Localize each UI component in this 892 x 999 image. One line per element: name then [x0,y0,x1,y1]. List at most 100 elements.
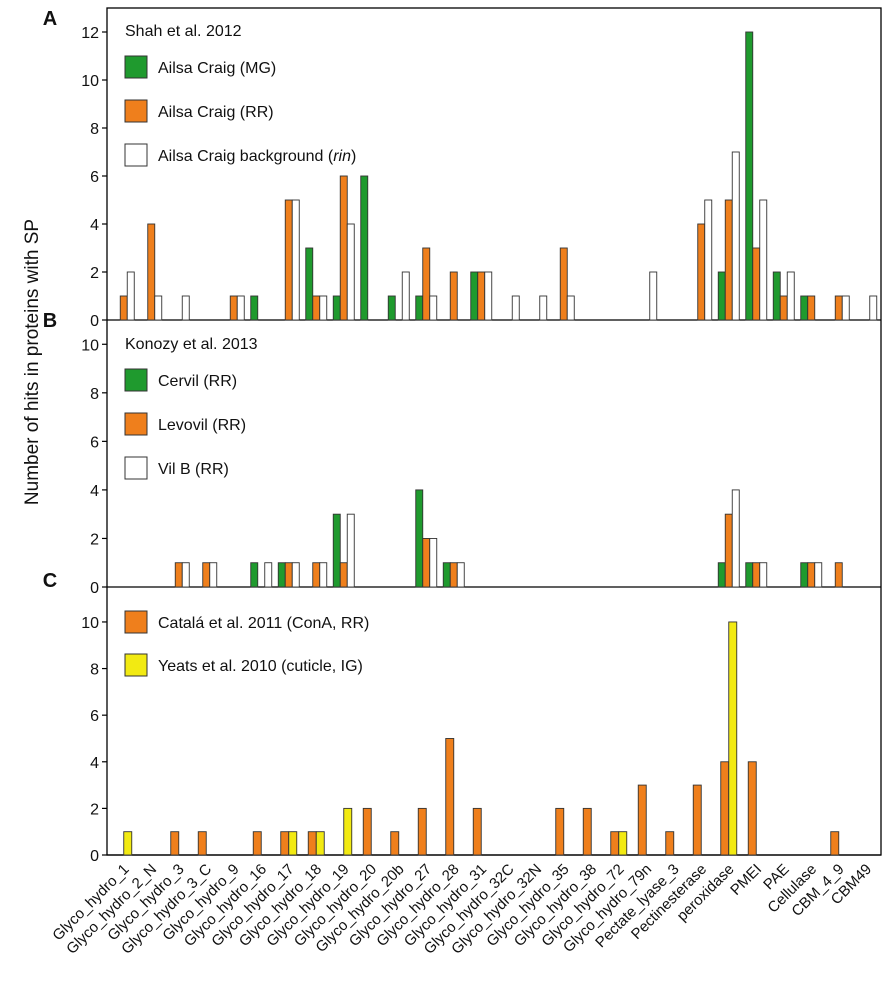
panel-c-ytick-label: 8 [90,662,99,679]
panel-c-bar-catal-et-al-2011-cona-rr-pmei [747,761,757,856]
panel-a-bar-ailsa-craig-rr-glyco-hydro-19 [339,175,348,321]
panel-a-bar-ailsa-craig-mg-cellulase [800,295,809,321]
panel-c-bar-catal-et-al-2011-cona-rr-glyco-hydro-38 [582,807,592,856]
panel-b-legend-swatch-1 [124,368,148,392]
panel-b-ytick-label: 0 [90,580,99,597]
panel-c-bar-catal-et-al-2011-cona-rr-glyco-hydro-20b [390,831,400,856]
panel-b-bar-levovil-rr-glyco-hydro-3 [174,562,183,588]
panel-b-bar-vil-b-rr-peroxidase [731,489,740,588]
panel-b-ytick-label: 10 [81,337,99,354]
panel-b-bar-levovil-rr-glyco-hydro-19 [339,562,348,588]
panel-a-bar-ailsa-craig-mg-glyco-hydro-20 [360,175,369,321]
panel-a-bar-ailsa-craig-rr-cbm-4-9 [834,295,843,321]
panel-a-bar-ailsa-craig-rr-glyco-hydro-9 [229,295,238,321]
panel-a-legend-label-3: Ailsa Craig background (rin) [158,148,356,165]
panel-c-bar-catal-et-al-2011-cona-rr-glyco-hydro-18 [307,831,317,856]
panel-a-bar-ailsa-craig-rr-glyco-hydro-31 [477,271,486,321]
panel-c-bar-yeats-et-al-2010-cuticle-ig-glyco-hydro-18 [315,831,325,856]
panel-a-bar-ailsa-craig-mg-peroxidase [717,271,726,321]
panel-a-bar-ailsa-craig-mg-glyco-hydro-18 [305,247,314,321]
panel-a-bar-ailsa-craig-rr-peroxidase [724,199,733,321]
panel-b-bar-levovil-rr-glyco-hydro-18 [312,562,321,588]
panel-a-bar-ailsa-craig-rr-glyco-hydro-18 [312,295,321,321]
panel-b-title: Konozy et al. 2013 [125,336,258,353]
panel-a-ytick-label: 0 [90,313,99,330]
panel-b-legend-label-2: Levovil (RR) [158,417,246,434]
panel-a-bar-ailsa-craig-background-rin-cbm-4-9 [841,295,850,321]
panel-a-bar-ailsa-craig-background-rin-glyco-hydro-27 [429,295,438,321]
bars-layer [119,31,878,856]
panel-c-bar-catal-et-al-2011-cona-rr-glyco-hydro-20 [362,807,372,856]
panel-c-legend-swatch-2 [124,653,148,677]
panel-a-bar-ailsa-craig-background-rin-glyco-hydro-19 [346,223,355,321]
panel-b-bar-cervil-rr-glyco-hydro-19 [332,513,341,588]
panel-c-bar-catal-et-al-2011-cona-rr-glyco-hydro-79n [637,784,647,856]
panel-c-ytick-label: 4 [90,755,99,772]
panel-c-ytick-label: 6 [90,708,99,725]
panel-a-ytick-label: 12 [81,25,99,42]
panel-a-bar-ailsa-craig-background-rin-glyco-hydro-32n [539,295,548,321]
panel-a-bar-ailsa-craig-mg-glyco-hydro-19 [332,295,341,321]
panel-c-bar-yeats-et-al-2010-cuticle-ig-peroxidase [728,621,738,856]
panel-a-bar-ailsa-craig-mg-pae [772,271,781,321]
panel-a-bar-ailsa-craig-rr-glyco-hydro-28 [449,271,458,321]
panel-a-bar-ailsa-craig-background-rin-glyco-hydro-17 [291,199,300,321]
panel-c-bar-catal-et-al-2011-cona-rr-glyco-hydro-35 [555,807,565,856]
panel-a-bar-ailsa-craig-background-rin-pectinesterase [704,199,713,321]
panel-b-bar-cervil-rr-pmei [745,562,754,588]
panel-b-legend-swatch-2 [124,412,148,436]
panel-c-bar-catal-et-al-2011-cona-rr-peroxidase [720,761,730,856]
panel-c-ytick-label: 10 [81,615,99,632]
panel-a-letter: A [43,8,57,30]
panel-a-bar-ailsa-craig-background-rin-glyco-hydro-79n [649,271,658,321]
panel-b-bar-cervil-rr-glyco-hydro-17 [277,562,286,588]
panel-c-bar-yeats-et-al-2010-cuticle-ig-glyco-hydro-72 [618,831,628,856]
panel-a-legend-label-2: Ailsa Craig (RR) [158,104,274,121]
panel-b-ytick-label: 4 [90,483,99,500]
panel-b-bar-cervil-rr-glyco-hydro-16 [250,562,259,588]
panel-b-bar-levovil-rr-cellulase [807,562,816,588]
panel-c-bar-yeats-et-al-2010-cuticle-ig-glyco-hydro-1 [123,831,133,856]
panel-a-ytick-label: 8 [90,121,99,138]
panel-b-bar-vil-b-rr-glyco-hydro-19 [346,513,355,588]
panel-a-bar-ailsa-craig-background-rin-glyco-hydro-31 [484,271,493,321]
panel-c-bar-yeats-et-al-2010-cuticle-ig-glyco-hydro-19 [343,807,353,856]
panel-a-bar-ailsa-craig-rr-pectinesterase [697,223,706,321]
panel-a-bar-ailsa-craig-mg-glyco-hydro-16 [250,295,259,321]
panel-a-bar-ailsa-craig-background-rin-glyco-hydro-2-n [154,295,163,321]
panel-c-legend-label-2: Yeats et al. 2010 (cuticle, IG) [158,658,363,675]
panel-c-bar-yeats-et-al-2010-cuticle-ig-glyco-hydro-17 [288,831,298,856]
panel-a-legend-label-1: Ailsa Craig (MG) [158,60,276,77]
panel-c-bar-catal-et-al-2011-cona-rr-glyco-hydro-17 [280,831,290,856]
panel-b-letter: B [43,310,57,332]
panel-b-ytick-label: 8 [90,386,99,403]
panel-c-ytick-label: 0 [90,848,99,865]
panel-b-bar-vil-b-rr-glyco-hydro-16 [264,562,273,588]
panel-b-bar-vil-b-rr-glyco-hydro-28 [456,562,465,588]
panel-a-bar-ailsa-craig-rr-glyco-hydro-35 [559,247,568,321]
panel-b-legend-label-1: Cervil (RR) [158,373,237,390]
panel-b-bar-levovil-rr-glyco-hydro-3-c [202,562,211,588]
panel-a-legend-swatch-3 [124,143,148,167]
panel-b-bar-levovil-rr-glyco-hydro-28 [449,562,458,588]
panel-a-bar-ailsa-craig-mg-pmei [745,31,754,321]
panel-a-ytick-label: 6 [90,169,99,186]
panel-a-bar-ailsa-craig-background-rin-peroxidase [731,151,740,321]
panel-a-bar-ailsa-craig-background-rin-glyco-hydro-1 [126,271,135,321]
panel-a-bar-ailsa-craig-background-rin-glyco-hydro-35 [566,295,575,321]
panel-b-legend-label-3: Vil B (RR) [158,461,229,478]
panel-c-letter: C [43,570,57,592]
panel-b-bar-vil-b-rr-glyco-hydro-3 [181,562,190,588]
panel-c-bar-catal-et-al-2011-cona-rr-glyco-hydro-31 [472,807,482,856]
panel-b-bar-vil-b-rr-glyco-hydro-18 [319,562,328,588]
panel-b-bar-levovil-rr-peroxidase [724,513,733,588]
panel-a-bar-ailsa-craig-background-rin-glyco-hydro-32c [511,295,520,321]
panel-a-bar-ailsa-craig-rr-cellulase [807,295,816,321]
panel-c-legend-label-1: Catalá et al. 2011 (ConA, RR) [158,615,369,632]
panel-a-bar-ailsa-craig-background-rin-glyco-hydro-20b [401,271,410,321]
panel-c-bar-catal-et-al-2011-cona-rr-pectate-lyase-3 [665,831,675,856]
panel-a-bar-ailsa-craig-background-rin-glyco-hydro-18 [319,295,328,321]
panel-a-legend-swatch-1 [124,55,148,79]
y-axis-label: Number of hits in proteins with SP [22,219,43,505]
